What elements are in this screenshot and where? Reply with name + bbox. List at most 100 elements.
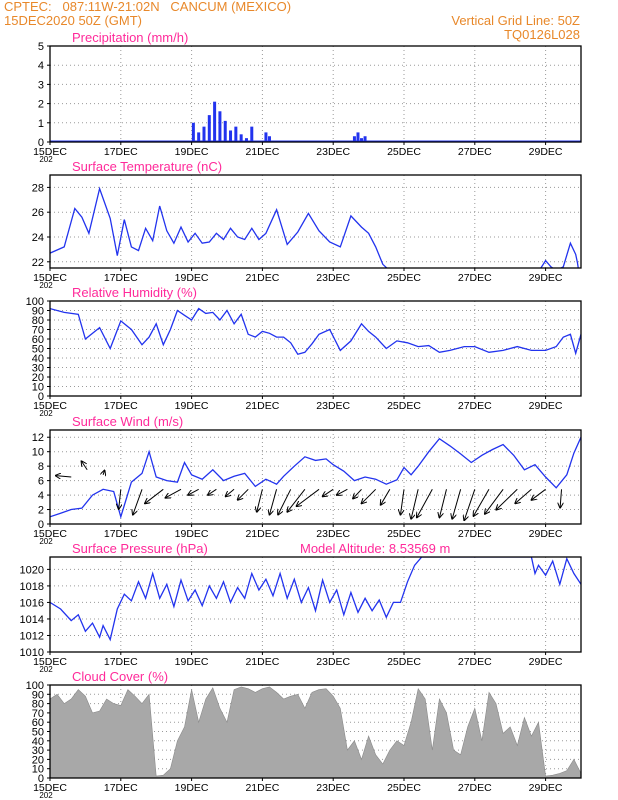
- y-tick-label: 1020: [20, 564, 44, 576]
- precip-bar: [363, 136, 367, 142]
- y-tick-label: 90: [32, 689, 44, 701]
- x-tick-label: 27DEC: [458, 272, 492, 284]
- wind-arrow: [238, 488, 249, 500]
- wind-arrow: [278, 489, 292, 514]
- y-tick-label: 70: [32, 325, 44, 337]
- datetime-line: 15DEC2020 50Z (GMT): [4, 13, 142, 28]
- wind-arrow: [452, 489, 462, 518]
- wind-arrow: [515, 488, 532, 503]
- wind-arrow: [226, 488, 235, 496]
- precip-bar: [197, 132, 201, 142]
- precip-bar: [234, 126, 238, 142]
- y-tick-label: 30: [32, 363, 44, 375]
- y-tick-label: 6: [38, 476, 44, 488]
- x-tick-label: 19DEC: [175, 782, 209, 794]
- wind-arrow: [401, 489, 405, 514]
- wind-arrow: [337, 488, 348, 495]
- cloud-data: [50, 686, 581, 778]
- y-tick-label: 3: [38, 79, 44, 91]
- y-tick-label: 0: [38, 519, 44, 531]
- x-tick-label: 25DEC: [387, 146, 421, 158]
- x-tick-label: 15DEC: [33, 782, 67, 794]
- x-tick-label: 21DEC: [245, 782, 279, 794]
- rh-series-line: [50, 307, 581, 356]
- press-subtitle: Model Altitude: 8.53569 m: [300, 541, 450, 556]
- y-tick-label: 1012: [20, 630, 44, 642]
- y-tick-label: 1: [38, 118, 44, 130]
- y-tick-label: 24: [32, 232, 44, 244]
- y-tick-label: 22: [32, 257, 44, 269]
- x-tick-label: 17DEC: [104, 528, 138, 540]
- wind-arrow: [56, 476, 72, 477]
- x-tick-label: 27DEC: [458, 656, 492, 668]
- x-tick-label: 27DEC: [458, 400, 492, 412]
- x-tick-label: 21DEC: [245, 272, 279, 284]
- x-tick-label: 15DEC: [33, 272, 67, 284]
- x-tick-label: 23DEC: [316, 272, 350, 284]
- wind-arrow: [439, 489, 447, 517]
- y-tick-label: 10: [32, 764, 44, 776]
- year-fragment: 202: [39, 155, 53, 164]
- wind-arrow: [323, 488, 334, 496]
- wind-arrow: [474, 489, 490, 516]
- press-panel: 1010 1012 1014 1016 1018 1020 15DEC 17DEC 19DEC 2…: [20, 541, 582, 674]
- x-tick-label: 15DEC: [33, 528, 67, 540]
- y-tick-label: 0: [38, 137, 44, 149]
- wind-arrow: [82, 461, 88, 471]
- y-tick-label: 28: [32, 182, 44, 194]
- wind-data: [50, 436, 581, 520]
- x-tick-label: 25DEC: [387, 400, 421, 412]
- cloud-title: Cloud Cover (%): [72, 669, 168, 684]
- x-tick-label: 19DEC: [175, 528, 209, 540]
- y-tick-label: 1010: [20, 647, 44, 659]
- precip-data: [50, 101, 581, 142]
- wind-arrow: [188, 488, 199, 495]
- press-series-line: [50, 557, 581, 642]
- wind-arrow: [103, 471, 104, 475]
- x-tick-label: 21DEC: [245, 656, 279, 668]
- year-fragment: 202: [39, 537, 53, 546]
- wind-series-line: [50, 436, 581, 520]
- x-tick-label: 19DEC: [175, 656, 209, 668]
- y-tick-label: 1016: [20, 597, 44, 609]
- x-tick-label: 17DEC: [104, 272, 138, 284]
- y-tick-label: 80: [32, 315, 44, 327]
- precip-bar: [360, 138, 364, 142]
- y-tick-label: 8: [38, 461, 44, 473]
- wind-arrow: [411, 489, 419, 518]
- wind-arrow: [270, 489, 278, 514]
- y-tick-label: 90: [32, 306, 44, 318]
- x-tick-label: 21DEC: [245, 400, 279, 412]
- vertical-grid-note: Vertical Grid Line: 50Z: [451, 13, 580, 28]
- run-code: TQ0126L028: [504, 27, 580, 42]
- wind-arrow: [464, 489, 476, 520]
- wind-arrow: [145, 488, 164, 503]
- y-tick-label: 2: [38, 505, 44, 517]
- wind-arrow: [560, 489, 561, 507]
- x-tick-label: 29DEC: [529, 272, 563, 284]
- temp-panel: 22 24 26 28 15DEC 17DEC 19DEC 21DEC 23DEC 25DEC 27…: [32, 159, 582, 290]
- y-tick-label: 70: [32, 708, 44, 720]
- y-tick-label: 4: [38, 490, 44, 502]
- wind-title: Surface Wind (m/s): [72, 414, 183, 429]
- x-tick-label: 29DEC: [529, 782, 563, 794]
- x-tick-label: 25DEC: [387, 782, 421, 794]
- rh-data: [50, 307, 581, 356]
- wind-arrow: [297, 488, 320, 506]
- x-tick-label: 29DEC: [529, 146, 563, 158]
- y-tick-label: 12: [32, 432, 44, 444]
- wind-arrow: [166, 488, 182, 497]
- wind-arrow: [133, 489, 143, 514]
- y-tick-label: 0: [38, 391, 44, 403]
- y-tick-label: 40: [32, 736, 44, 748]
- x-tick-label: 15DEC: [33, 656, 67, 668]
- temp-data: [50, 186, 579, 268]
- wind-arrow: [532, 488, 546, 500]
- y-tick-label: 60: [32, 717, 44, 729]
- x-tick-label: 17DEC: [104, 656, 138, 668]
- wind-arrow: [257, 489, 263, 511]
- y-tick-label: 1018: [20, 581, 44, 593]
- y-tick-label: 100: [26, 680, 44, 692]
- press-frame: [49, 556, 582, 653]
